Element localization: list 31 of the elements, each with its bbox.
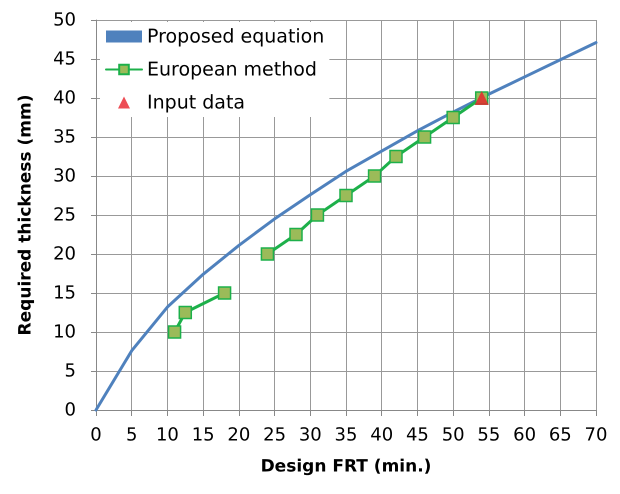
y-axis-title: Required thickness (mm) bbox=[16, 94, 36, 336]
y-tick-label: 5 bbox=[64, 360, 76, 382]
y-tick-label: 15 bbox=[53, 282, 76, 304]
x-axis-title: Design FRT (min.) bbox=[260, 456, 432, 476]
legend-label: Proposed equation bbox=[147, 26, 324, 48]
x-tick-label: 20 bbox=[227, 424, 250, 446]
y-tick-label: 20 bbox=[53, 244, 76, 264]
y-tick-label: 30 bbox=[53, 166, 76, 186]
x-tick-label: 35 bbox=[334, 424, 358, 446]
x-tick-label: 45 bbox=[406, 424, 429, 446]
x-tick-label: 15 bbox=[192, 424, 215, 446]
y-tick-label: 0 bbox=[64, 400, 76, 420]
x-tick-label: 30 bbox=[298, 424, 322, 446]
legend-label: Input data bbox=[147, 92, 246, 114]
x-tick-label: 10 bbox=[156, 424, 179, 446]
y-tick-label: 25 bbox=[53, 204, 76, 226]
x-tick-label: 25 bbox=[263, 424, 286, 446]
x-tick-label: 5 bbox=[126, 424, 138, 446]
x-tick-label: 70 bbox=[584, 424, 608, 446]
y-tick-label: 40 bbox=[53, 88, 76, 108]
x-tick-label: 40 bbox=[370, 424, 394, 446]
y-tick-label: 45 bbox=[53, 48, 76, 70]
y-tick-label: 10 bbox=[53, 322, 76, 342]
x-tick-label: 65 bbox=[548, 424, 572, 446]
x-tick-label: 60 bbox=[513, 424, 536, 446]
x-tick-label: 0 bbox=[90, 424, 102, 446]
legend-label: European method bbox=[147, 58, 317, 80]
x-tick-label: 55 bbox=[477, 424, 500, 446]
y-tick-label: 35 bbox=[53, 126, 76, 148]
x-tick-label: 50 bbox=[442, 424, 465, 446]
y-tick-label: 50 bbox=[53, 10, 76, 30]
